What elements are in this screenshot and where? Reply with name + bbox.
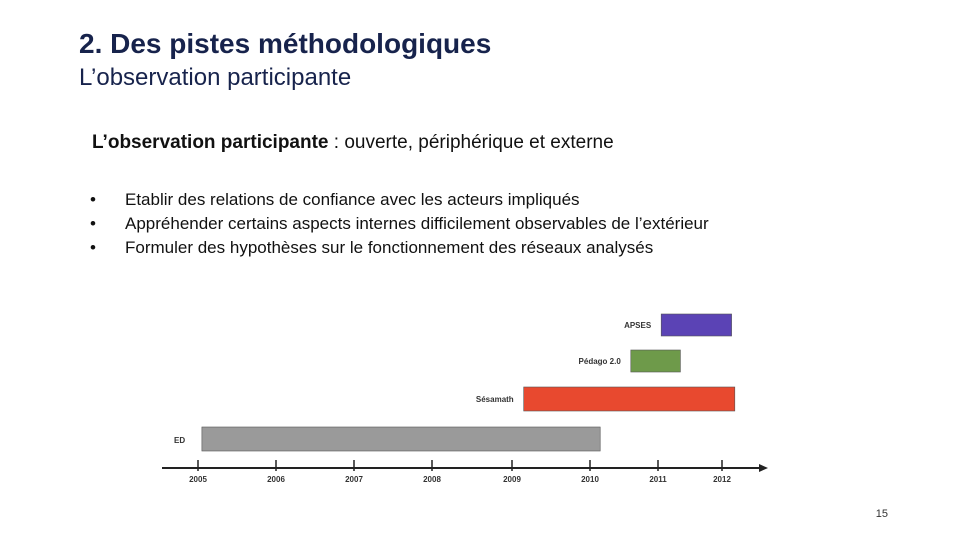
bar-label: ED <box>174 436 185 445</box>
lead-bold: L’observation participante <box>92 132 329 153</box>
bar-label: APSES <box>624 321 652 330</box>
x-tick-label: 2012 <box>713 475 731 484</box>
bar-label: Pédago 2.0 <box>579 357 622 366</box>
bullet-text: Formuler des hypothèses sur le fonctionn… <box>125 238 654 257</box>
timeline-bar <box>523 386 736 412</box>
page-number: 15 <box>875 508 888 520</box>
bar-label: Sésamath <box>476 395 514 404</box>
page-title: 2. Des pistes méthodologiques <box>79 28 492 59</box>
x-tick-label: 2005 <box>189 475 207 484</box>
bullet-text: Appréhender certains aspects internes di… <box>125 214 709 233</box>
bullet-dot: • <box>90 238 96 257</box>
bullet-text: Etablir des relations de confiance avec … <box>125 190 580 209</box>
x-tick-label: 2010 <box>581 475 599 484</box>
x-tick-label: 2007 <box>345 475 363 484</box>
page-subtitle: L’observation participante <box>79 64 352 91</box>
bullet-dot: • <box>90 190 96 209</box>
timeline-bar <box>630 349 681 373</box>
x-axis-arrow <box>759 464 768 472</box>
lead-rest: : ouverte, périphérique et externe <box>328 132 614 153</box>
bullet-dot: • <box>90 214 96 233</box>
timeline-bar <box>201 426 601 452</box>
lead-statement: L’observation participante : ouverte, pé… <box>92 132 614 154</box>
timeline-bar <box>660 313 732 337</box>
x-tick-label: 2009 <box>503 475 521 484</box>
x-tick-label: 2006 <box>267 475 285 484</box>
x-tick-label: 2011 <box>649 475 667 484</box>
x-tick-label: 2008 <box>423 475 441 484</box>
